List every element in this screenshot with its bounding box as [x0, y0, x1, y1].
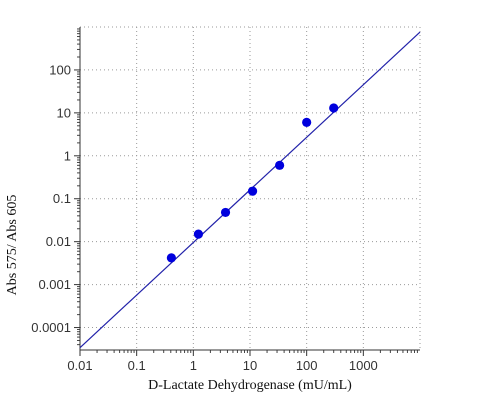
y-tick-label: 1 [64, 148, 71, 163]
y-tick-label: 0.0001 [31, 320, 71, 335]
x-tick-label: 1000 [349, 358, 378, 373]
y-tick-label: 0.01 [46, 234, 71, 249]
x-tick-label: 0.1 [128, 358, 146, 373]
y-tick-label: 100 [49, 62, 71, 77]
data-point [220, 207, 231, 218]
data-point [275, 160, 285, 170]
x-axis-title: D-Lactate Dehydrogenase (mU/mL) [148, 378, 352, 393]
y-tick-label: 0.1 [53, 191, 71, 206]
axes [74, 27, 420, 356]
y-tick-label: 10 [57, 105, 71, 120]
x-tick-label: 100 [296, 358, 318, 373]
x-tick-label: 0.01 [67, 358, 92, 373]
grid [80, 26, 421, 350]
x-tick-label: 1 [190, 358, 197, 373]
data-point [193, 229, 204, 239]
data-point [302, 117, 312, 127]
x-tick-labels: 0.01 0.1 1 10 100 1000 [67, 358, 377, 373]
y-axis-title: Abs 575/ Abs 605 [5, 195, 20, 296]
y-tick-label: 0.001 [38, 277, 71, 292]
data-point [247, 186, 258, 196]
data-point [166, 253, 176, 263]
data-series [79, 31, 421, 349]
x-tick-label: 10 [243, 358, 257, 373]
y-tick-labels: 0.0001 0.001 0.01 0.1 1 10 100 [31, 62, 71, 335]
data-point [329, 103, 339, 113]
